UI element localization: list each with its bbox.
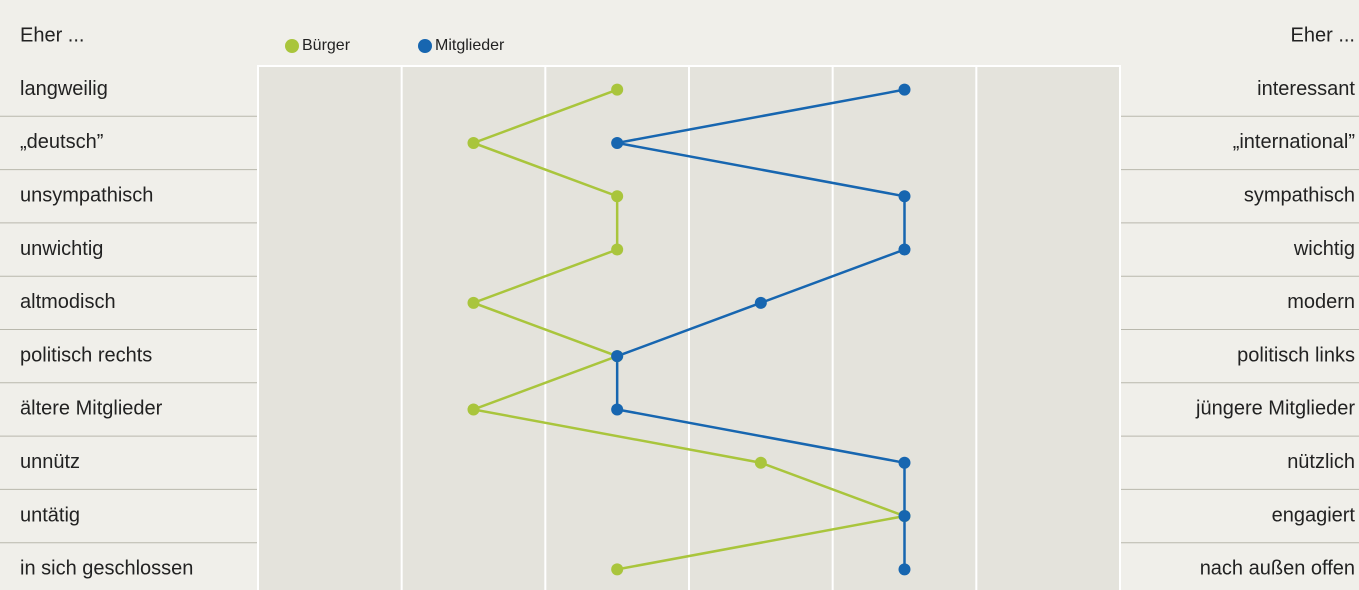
point bbox=[611, 83, 624, 96]
left-label: unnütz bbox=[20, 451, 80, 473]
point bbox=[611, 190, 624, 203]
point bbox=[611, 243, 624, 256]
right-label: modern bbox=[1287, 291, 1355, 313]
left-label: langweilig bbox=[20, 78, 108, 100]
series-line bbox=[615, 88, 906, 570]
right-label: jüngere Mitglieder bbox=[1195, 398, 1355, 420]
legend-label: Bürger bbox=[302, 37, 351, 54]
left-label: altmodisch bbox=[20, 291, 116, 313]
left-label: „deutsch” bbox=[20, 131, 103, 153]
point bbox=[467, 296, 480, 309]
right-label: sympathisch bbox=[1244, 185, 1355, 207]
left-label: unwichtig bbox=[20, 238, 103, 260]
point bbox=[611, 350, 624, 363]
point bbox=[754, 296, 767, 309]
point bbox=[611, 563, 624, 576]
left-label: unsympathisch bbox=[20, 185, 153, 207]
point bbox=[898, 510, 911, 523]
point bbox=[898, 83, 911, 96]
legend-label: Mitglieder bbox=[435, 37, 505, 54]
point bbox=[754, 456, 767, 469]
point bbox=[467, 136, 480, 149]
left-header: Eher ... bbox=[20, 24, 84, 46]
point bbox=[898, 190, 911, 203]
point bbox=[898, 563, 911, 576]
right-header: Eher ... bbox=[1291, 24, 1355, 46]
legend-marker bbox=[418, 39, 432, 53]
point bbox=[898, 456, 911, 469]
legend-marker bbox=[285, 39, 299, 53]
point bbox=[611, 136, 624, 149]
left-label: politisch rechts bbox=[20, 344, 152, 366]
right-label: nach außen offen bbox=[1200, 558, 1355, 580]
right-label: „international” bbox=[1233, 131, 1355, 153]
right-label: nützlich bbox=[1287, 451, 1355, 473]
point bbox=[611, 403, 624, 416]
right-label: politisch links bbox=[1237, 344, 1355, 366]
point bbox=[467, 403, 480, 416]
left-label: ältere Mitglieder bbox=[20, 398, 163, 420]
left-label: untätig bbox=[20, 504, 80, 526]
right-label: wichtig bbox=[1293, 238, 1355, 260]
point bbox=[898, 243, 911, 256]
left-label: in sich geschlossen bbox=[20, 558, 193, 580]
series-line bbox=[468, 88, 910, 571]
right-label: engagiert bbox=[1272, 504, 1356, 526]
right-label: interessant bbox=[1257, 78, 1355, 100]
